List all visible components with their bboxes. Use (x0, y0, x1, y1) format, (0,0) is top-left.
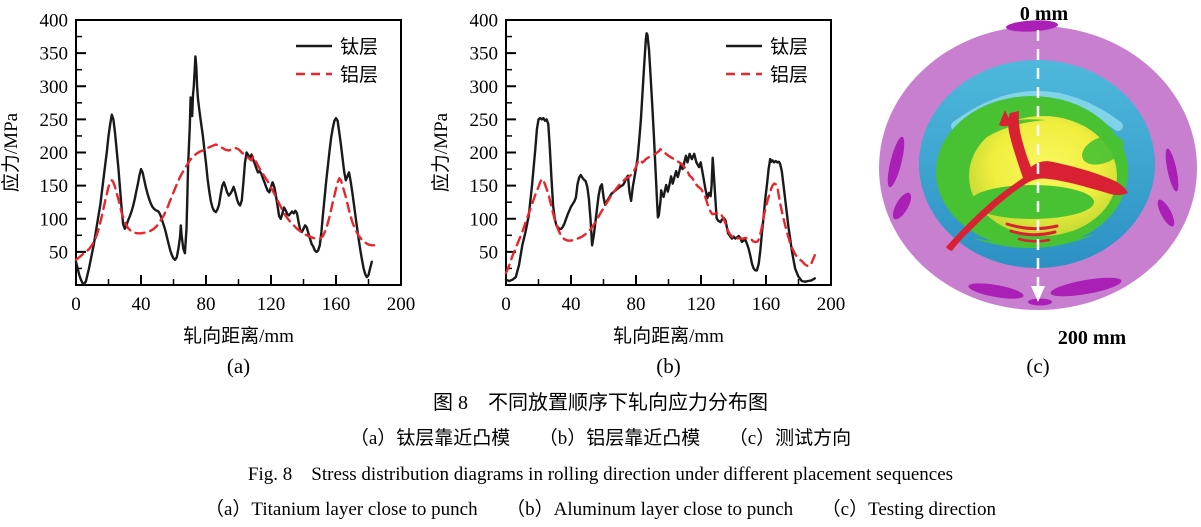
x-tick-label: 80 (627, 294, 646, 315)
series-line-dashed (504, 147, 816, 275)
legend-label: 铝层 (770, 64, 808, 86)
x-tick-label: 200 (817, 294, 846, 315)
green-lens (970, 185, 1094, 219)
c-bottom-label: 200 mm (1058, 327, 1127, 349)
y-tick-label: 400 (40, 11, 69, 32)
red-crack-fork (999, 110, 1011, 127)
red-stress-arc (1009, 229, 1057, 237)
chart-a-titanium-close-to-punch: 0 40 80 120 160 200 50 100 150 200 250 300 350 400 轧向距… (0, 11, 416, 379)
x-tick-label: 120 (257, 294, 286, 315)
magenta-streak (1006, 20, 1058, 32)
magenta-streak (1050, 277, 1122, 297)
x-tick-label: 40 (132, 294, 151, 315)
y-axis-label: 应力/MPa (430, 112, 452, 192)
y-tick-label: 150 (40, 176, 69, 197)
series-line-solid (504, 32, 816, 283)
red-stress-arc (1017, 237, 1051, 243)
y-tick-label: 350 (40, 44, 69, 65)
series-line-dashed (74, 143, 377, 261)
y-tick-label: 200 (40, 143, 69, 164)
x-tick-label: 0 (501, 294, 511, 315)
x-tick-label: 40 (562, 294, 581, 315)
series-line-solid (74, 55, 373, 285)
x-tick-label: 0 (71, 294, 81, 315)
panel-c-testing-direction: 0 mm 200 mm (c) (879, 3, 1197, 378)
c-top-label: 0 mm (1020, 3, 1069, 25)
panel-label: (a) (227, 354, 250, 378)
red-high-stress-zone (946, 111, 1128, 251)
magenta-streak (968, 283, 1024, 299)
figure-caption-chinese: 图 8 不同放置顺序下轧向应力分布图 (433, 392, 768, 414)
legend-label: 铝层 (340, 64, 378, 86)
green-overlay-patch (1082, 135, 1124, 165)
magenta-streak (1028, 298, 1052, 306)
magenta-streak (1157, 199, 1175, 227)
x-tick-label: 160 (322, 294, 351, 315)
y-tick-label: 150 (470, 176, 499, 197)
y-tick-label: 100 (40, 209, 69, 230)
panel-c-label: (c) (1026, 354, 1049, 378)
y-tick-label: 250 (40, 110, 69, 131)
y-tick-label: 50 (479, 242, 498, 263)
red-stress-arc (1005, 222, 1059, 231)
green-overlay-arc (956, 119, 1046, 162)
y-tick-label: 100 (470, 209, 499, 230)
x-axis-label: 轧向距离/mm (183, 325, 294, 347)
y-tick-label: 400 (470, 11, 499, 32)
x-tick-label: 120 (687, 294, 716, 315)
magenta-streak (1165, 148, 1179, 192)
legend-label: 钛层 (770, 36, 808, 58)
y-tick-label: 300 (470, 77, 499, 98)
magenta-streak (887, 136, 905, 188)
x-tick-label: 80 (197, 294, 216, 315)
x-tick-label: 160 (752, 294, 781, 315)
y-tick-label: 300 (40, 77, 69, 98)
plot-box (75, 19, 402, 286)
green-bottom-arc (972, 234, 1096, 249)
x-axis-label: 轧向距离/mm (613, 325, 724, 347)
figure-subcaption-chinese: （a）钛层靠近凸模 （b）铝层靠近凸模 （c）测试方向 (349, 428, 852, 449)
y-tick-label: 200 (470, 143, 499, 164)
magenta-streak (892, 192, 912, 220)
y-tick-label: 50 (49, 242, 68, 263)
x-tick-label: 200 (387, 294, 416, 315)
figure-caption-english: Fig. 8 Stress distribution diagrams in r… (247, 464, 954, 485)
chart-b-aluminum-close-to-punch: 0 40 80 120 160 200 50 100 150 200 250 300 350 400 轧向距… (430, 11, 846, 379)
arrowhead-down-icon (1031, 286, 1045, 302)
y-tick-label: 350 (470, 44, 499, 65)
y-tick-label: 250 (470, 110, 499, 131)
y-axis-label: 应力/MPa (0, 112, 22, 192)
legend-label: 钛层 (340, 36, 378, 58)
plot-box (505, 19, 832, 286)
figure-subcaption-english: （a）Titanium layer close to punch （b）Alum… (204, 499, 997, 520)
panel-label: (b) (656, 354, 681, 378)
